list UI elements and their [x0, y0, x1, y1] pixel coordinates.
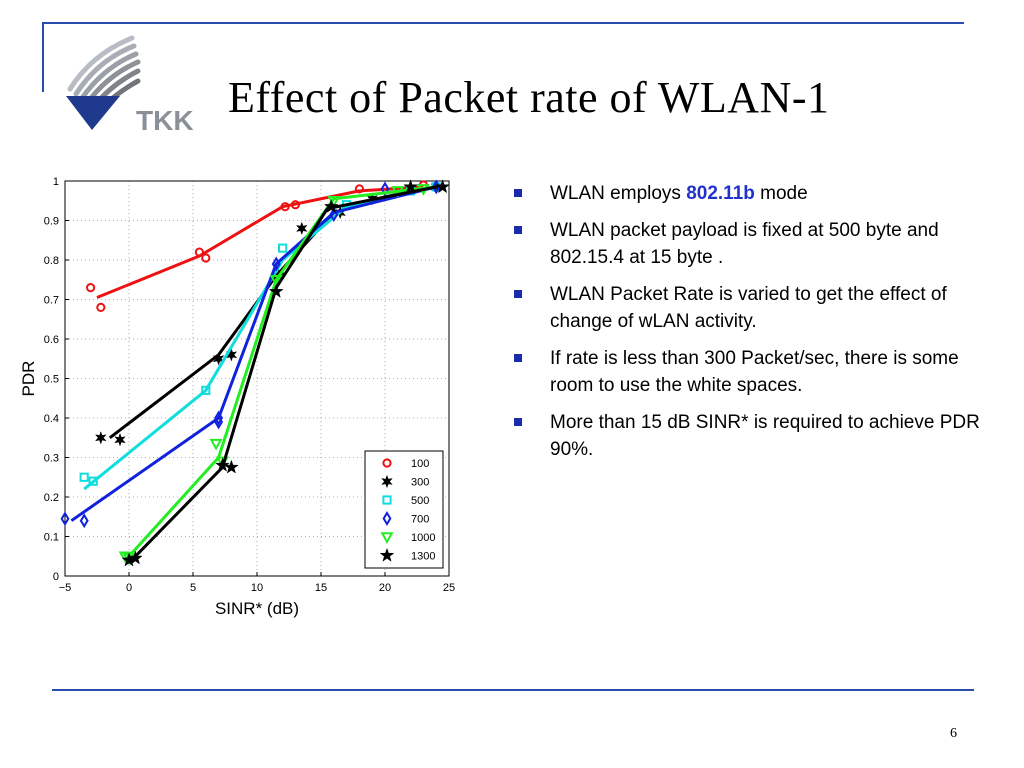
data-point-1300 [323, 198, 339, 213]
y-tick-label: 0.4 [44, 413, 59, 425]
data-point-1300 [215, 457, 230, 472]
data-point-100 [290, 200, 300, 210]
y-tick-label: 1 [53, 176, 59, 188]
data-point-700 [60, 511, 70, 527]
tkk-logo: TKK [66, 35, 194, 134]
bullet-item: WLAN Packet Rate is varied to get the ef… [510, 281, 990, 335]
y-tick-label: 0.7 [44, 295, 59, 307]
bullet-item: WLAN packet payload is fixed at 500 byte… [510, 217, 990, 271]
bottom-rule [52, 689, 974, 691]
data-point-300 [295, 221, 308, 236]
data-point-300 [114, 432, 126, 447]
x-axis-label: SINR* (dB) [215, 599, 299, 618]
bullet-text: WLAN employs [550, 183, 687, 204]
data-point-1300 [268, 283, 284, 298]
data-point-1300 [127, 550, 143, 565]
data-point-1300 [223, 459, 239, 474]
series-line-100 [96, 185, 424, 299]
data-point-700 [329, 207, 339, 223]
bullet-square-icon [514, 290, 522, 298]
data-point-700 [79, 513, 89, 529]
bullet-square-icon [514, 354, 522, 362]
data-point-1000 [209, 438, 223, 451]
x-tick-label: 15 [315, 582, 327, 594]
bullet-text: If rate is less than 300 Packet/sec, the… [550, 348, 959, 396]
page-title: Effect of Packet rate of WLAN-1 [228, 73, 830, 122]
legend-marker-700 [382, 511, 392, 526]
series-1300 [121, 179, 451, 567]
x-tick-label: 20 [379, 582, 391, 594]
legend: 100 300 500 700 1000 1300 [364, 450, 444, 569]
bullet-item: WLAN employs 802.11b mode [510, 180, 990, 207]
data-point-100 [354, 184, 364, 194]
data-point-1000 [391, 186, 405, 198]
bullet-item: If rate is less than 300 Packet/sec, the… [510, 345, 990, 399]
legend-marker-300 [381, 474, 393, 489]
bullet-text-tail: mode [754, 183, 808, 204]
legend-label: 100 [411, 458, 429, 470]
bullet-item: More than 15 dB SINR* is required to ach… [510, 409, 990, 463]
y-tick-label: 0 [53, 571, 59, 583]
data-point-1000 [269, 274, 283, 287]
bullet-text: WLAN Packet Rate is varied to get the ef… [550, 284, 947, 332]
legend-marker-1300 [379, 547, 395, 562]
data-point-100 [201, 253, 211, 263]
bullet-square-icon [514, 226, 522, 234]
bullet-square-icon [514, 418, 522, 426]
data-point-500 [88, 476, 98, 486]
pdr-chart: −5 0 5 10 15 20 2500.10.20.30.40.50.60.70.80.9… [19, 176, 455, 618]
data-point-500 [278, 243, 288, 253]
legend-box [364, 450, 444, 569]
data-point-700 [380, 181, 390, 197]
series-1000 [118, 184, 437, 566]
data-point-300 [212, 351, 225, 366]
legend-marker-500 [382, 495, 392, 505]
data-point-1300 [403, 179, 419, 194]
x-tick-label: 0 [126, 582, 132, 594]
y-tick-label: 0.1 [44, 532, 59, 544]
legend-marker-100 [382, 458, 392, 468]
data-point-100 [280, 202, 290, 212]
logo-text: TKK [136, 105, 194, 134]
series-line-700 [70, 185, 437, 522]
series-line-1000 [127, 185, 437, 558]
left-rule [42, 22, 44, 92]
page-number: 6 [950, 726, 957, 741]
data-point-100 [96, 302, 106, 312]
logo-triangle-icon [66, 96, 120, 130]
data-point-300 [94, 431, 107, 445]
data-point-500 [79, 472, 89, 482]
highlight-text: 802.11b [686, 183, 755, 204]
data-point-700 [271, 256, 281, 272]
legend-label: 500 [411, 495, 429, 507]
x-tick-label: 5 [190, 582, 196, 594]
legend-label: 1300 [411, 551, 435, 563]
data-point-500 [201, 385, 211, 395]
data-point-1300 [435, 179, 451, 194]
y-tick-label: 0.3 [44, 453, 59, 465]
x-tick-label: −5 [59, 582, 72, 594]
y-tick-label: 0.2 [44, 492, 59, 504]
legend-label: 700 [411, 514, 429, 526]
y-tick-label: 0.5 [44, 374, 59, 386]
data-point-100 [194, 247, 204, 257]
data-point-300 [225, 348, 238, 362]
y-tick-label: 0.6 [44, 334, 59, 346]
data-point-700 [214, 410, 224, 426]
legend-label: 300 [411, 477, 429, 489]
top-rule [42, 22, 964, 24]
legend-marker-1000 [380, 532, 394, 544]
data-point-100 [86, 283, 96, 293]
bullet-square-icon [514, 189, 522, 197]
x-tick-label: 25 [443, 582, 455, 594]
y-tick-label: 0.9 [44, 216, 59, 228]
x-tick-label: 10 [251, 582, 263, 594]
legend-label: 1000 [411, 532, 435, 544]
bullet-text: WLAN packet payload is fixed at 500 byte… [550, 220, 939, 268]
y-tick-label: 0.8 [44, 255, 59, 267]
bullet-text: More than 15 dB SINR* is required to ach… [550, 412, 980, 460]
bullet-list: WLAN employs 802.11b mode WLAN packet pa… [510, 180, 990, 473]
y-axis-label: PDR [19, 361, 38, 397]
